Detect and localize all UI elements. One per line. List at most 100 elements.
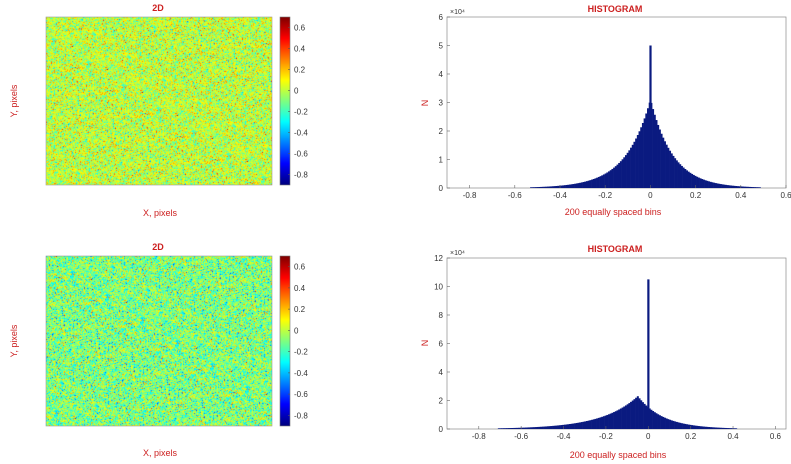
histogram-bar	[602, 174, 605, 188]
histogram-bar	[709, 427, 712, 429]
histogram-bar	[716, 183, 719, 188]
histogram-title-top: HISTOGRAM	[588, 4, 643, 14]
histogram-bar	[669, 150, 672, 188]
x-tick-label: -0.8	[472, 432, 486, 441]
histogram-bar	[741, 186, 744, 188]
histogram-bar	[662, 137, 665, 188]
histogram-bar	[682, 423, 685, 429]
histogram-bar	[665, 144, 668, 188]
histogram-bar	[738, 186, 741, 188]
heatmap-xlabel-top: X, pixels	[143, 208, 178, 218]
histogram-bar	[547, 426, 549, 429]
histogram-bar	[692, 174, 695, 188]
histogram-bar	[699, 178, 702, 188]
histogram-bar	[547, 186, 549, 188]
histogram-bar	[611, 168, 614, 188]
histogram-bar	[587, 180, 590, 188]
x-tick-label: -0.4	[553, 191, 567, 200]
histogram-bar	[533, 427, 536, 429]
histogram-bar	[721, 427, 724, 429]
histogram-bar	[606, 172, 609, 188]
heatmap-xlabel-bottom: X, pixels	[143, 448, 178, 458]
histogram-bar	[528, 427, 531, 429]
histogram-bar	[619, 161, 622, 188]
heatmap-frame-top	[45, 16, 273, 186]
histogram-bar	[677, 162, 680, 188]
histogram-bar	[596, 177, 599, 188]
histogram-bar	[714, 183, 717, 188]
histogram-bar	[735, 428, 738, 429]
histogram-bar	[577, 183, 580, 188]
histogram-bar	[699, 426, 702, 429]
histogram-bar	[723, 427, 726, 429]
histogram-bar	[572, 423, 575, 429]
histogram-bar	[752, 187, 755, 188]
histogram-bar	[658, 129, 661, 188]
histogram-bar	[691, 173, 694, 188]
histogram-bar	[599, 417, 602, 429]
x-tick-label: -0.8	[463, 191, 477, 200]
histogram-bar	[647, 108, 650, 188]
histogram-bar	[702, 179, 705, 188]
histogram-bar	[579, 422, 582, 429]
histogram-bar	[650, 409, 653, 429]
histogram-bar	[653, 114, 656, 188]
histogram-bar	[724, 184, 727, 188]
histogram-bar	[697, 426, 700, 429]
histogram-bar	[624, 155, 627, 188]
y-tick-label: 4	[439, 368, 444, 377]
histogram-bar	[543, 426, 546, 429]
histogram-bar	[555, 425, 558, 429]
histogram-bar	[697, 177, 700, 188]
histogram-bar	[643, 403, 646, 429]
histogram-bar	[543, 186, 546, 188]
histogram-bar	[618, 162, 621, 188]
histogram-bar	[575, 183, 578, 188]
histogram-bar	[628, 403, 631, 429]
histogram-bar	[608, 414, 611, 429]
histogram-bar	[601, 416, 604, 429]
colorbar-bottom	[280, 256, 290, 426]
histogram-bar	[694, 175, 697, 188]
histogram-bar	[711, 427, 714, 429]
histogram-bar	[516, 427, 519, 429]
histogram-bar	[736, 186, 739, 188]
histogram-bar	[719, 427, 722, 429]
x-tick-label: 0.2	[690, 191, 702, 200]
colorbar-top	[280, 17, 290, 185]
histogram-bar	[565, 424, 568, 429]
colorbar-tick-label: 0	[294, 87, 299, 96]
histogram-bar	[641, 402, 644, 429]
histogram-bar	[562, 185, 565, 188]
histogram-bar	[565, 184, 568, 188]
histogram-bar	[645, 113, 648, 188]
histogram-bar	[504, 428, 507, 429]
histogram-bar	[560, 425, 563, 429]
histogram-bar	[591, 419, 594, 429]
histogram-bar	[536, 187, 539, 188]
histogram-bar	[609, 170, 612, 188]
histogram-bar	[557, 185, 560, 188]
colorbar-frame-top	[279, 16, 291, 186]
histogram-spike-bar	[647, 279, 650, 429]
histogram-bar	[755, 187, 758, 188]
histogram-bar	[714, 427, 717, 429]
histogram-bar	[657, 414, 660, 429]
histogram-bar	[692, 425, 695, 429]
histogram-bar	[677, 422, 680, 429]
histogram-bar	[585, 421, 588, 429]
colorbar-tick-label: 0.2	[294, 66, 306, 75]
histogram-bar	[523, 427, 526, 429]
colorbar-tick-label: -0.8	[294, 171, 308, 180]
histogram-bar	[501, 428, 504, 429]
histogram-bar	[572, 184, 575, 188]
histogram-bar	[687, 424, 690, 429]
histogram-bar	[679, 422, 682, 429]
histogram-bar	[662, 416, 665, 429]
histogram-bar	[684, 423, 687, 429]
colorbar-tick-label: -0.2	[294, 348, 308, 357]
histogram-bar	[538, 426, 541, 429]
histogram-bar	[508, 428, 511, 429]
colorbar-tick-label: 0	[294, 326, 299, 335]
histogram-bar	[680, 165, 683, 188]
